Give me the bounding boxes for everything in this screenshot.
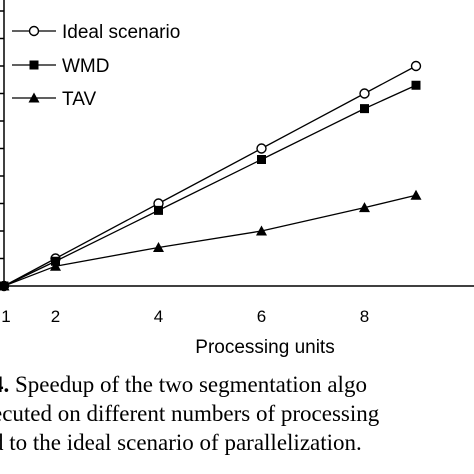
speedup-chart: 1 2 4 6 8 Processing units Ideal scenario WMD… <box>0 0 474 358</box>
data-point <box>359 88 370 99</box>
data-point <box>153 242 164 252</box>
legend-label: TAV <box>62 89 96 110</box>
data-point <box>256 225 267 236</box>
series-layer <box>0 60 422 292</box>
data-point <box>50 260 61 271</box>
data-point <box>411 80 421 90</box>
legend-marker <box>28 92 40 103</box>
x-axis-title: Processing units <box>195 337 334 358</box>
caption-line-1-text: Speedup of the two segmentation algo <box>9 372 367 397</box>
x-tick-labels: 1 2 4 6 8 <box>1 307 369 326</box>
series-ideal-scenario <box>0 60 422 292</box>
series-line <box>3 84 417 287</box>
legend-marker <box>29 60 39 70</box>
legend: Ideal scenario WMD TAV <box>12 22 180 110</box>
x-tick-label: 2 <box>51 307 60 326</box>
legend-label: Ideal scenario <box>62 22 180 43</box>
figure-caption: 4. Speedup of the two segmentation algo … <box>0 370 474 457</box>
data-point <box>0 280 10 291</box>
x-tick-label: 6 <box>257 307 266 326</box>
data-point <box>257 155 266 164</box>
series-line <box>3 194 417 287</box>
x-tick-label: 4 <box>154 307 163 326</box>
data-point <box>360 104 369 114</box>
series-wmd <box>0 80 421 291</box>
legend-label: WMD <box>62 56 109 77</box>
x-tick-label: 8 <box>360 307 369 326</box>
caption-line-2: ecuted on different numbers of processin… <box>0 401 380 426</box>
series-line <box>3 65 417 287</box>
plot-frame <box>0 0 474 287</box>
x-tick-label: 1 <box>1 307 10 326</box>
caption-line-1: 4. Speedup of the two segmentation algo <box>0 370 474 399</box>
caption-line-3: d to the ideal scenario of parallelizati… <box>0 430 362 455</box>
data-point <box>410 60 422 72</box>
data-point <box>256 143 267 154</box>
data-point <box>410 189 422 200</box>
data-point <box>154 205 163 215</box>
caption-figure-number: 4. <box>0 372 10 397</box>
data-point <box>359 202 370 213</box>
legend-marker <box>28 25 40 37</box>
series-tav <box>0 189 422 291</box>
